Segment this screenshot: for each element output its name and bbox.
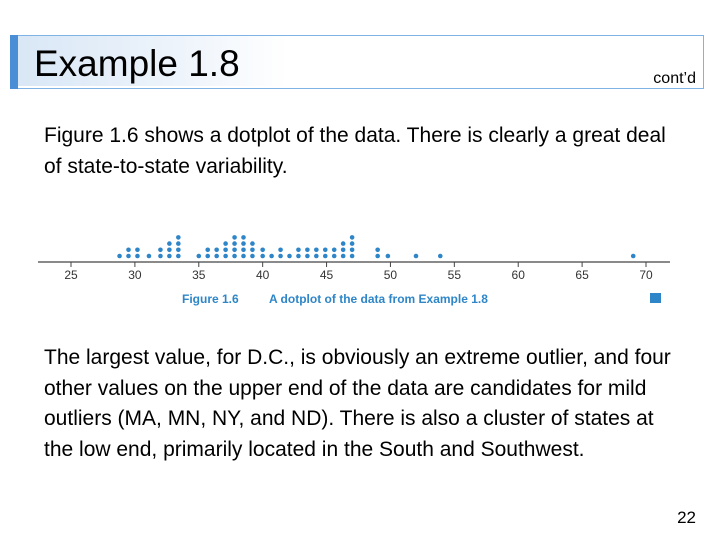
data-dot bbox=[305, 247, 310, 253]
page-number: 22 bbox=[677, 508, 696, 527]
data-dot bbox=[278, 253, 283, 259]
x-tick-label: 55 bbox=[448, 268, 462, 282]
title-accent-bar bbox=[10, 35, 18, 89]
data-dot bbox=[167, 253, 172, 259]
x-tick-label: 65 bbox=[575, 268, 589, 282]
dotplot-dots bbox=[117, 235, 636, 259]
data-dot bbox=[349, 241, 355, 246]
data-dot bbox=[241, 241, 246, 246]
x-tick-label: 35 bbox=[192, 268, 206, 282]
data-dot bbox=[126, 253, 131, 259]
x-axis-ticks: 25 30 35 40 45 50 55 60 65 70 bbox=[64, 262, 653, 282]
data-dot bbox=[340, 241, 346, 246]
data-dot bbox=[126, 247, 131, 253]
data-dot bbox=[232, 247, 237, 253]
data-dot bbox=[241, 235, 246, 240]
data-dot bbox=[241, 247, 246, 253]
data-dot bbox=[630, 253, 636, 259]
data-dot bbox=[305, 253, 310, 259]
title-frame bbox=[18, 35, 704, 89]
data-dot bbox=[278, 247, 283, 253]
data-dot bbox=[117, 253, 122, 259]
figure-caption-text: A dotplot of the data from Example 1.8 bbox=[269, 292, 488, 306]
continued-label: cont’d bbox=[653, 70, 696, 87]
data-dot bbox=[223, 241, 228, 246]
data-dot bbox=[250, 253, 255, 259]
data-dot bbox=[158, 253, 163, 259]
data-dot bbox=[241, 253, 246, 259]
data-dot bbox=[437, 253, 443, 259]
data-dot bbox=[331, 247, 337, 253]
data-dot bbox=[223, 253, 228, 259]
data-dot bbox=[349, 253, 355, 259]
data-dot bbox=[349, 247, 355, 253]
x-tick-label: 30 bbox=[128, 268, 142, 282]
x-tick-label: 25 bbox=[64, 268, 78, 282]
data-dot bbox=[196, 253, 202, 259]
data-dot bbox=[296, 253, 301, 259]
data-dot bbox=[250, 247, 255, 253]
data-dot bbox=[214, 253, 219, 259]
data-dot bbox=[176, 247, 181, 253]
data-dot bbox=[349, 235, 355, 240]
data-dot bbox=[287, 253, 292, 259]
data-dot bbox=[314, 247, 319, 253]
data-dot bbox=[205, 253, 211, 259]
data-dot bbox=[250, 241, 255, 246]
data-dot bbox=[135, 253, 140, 259]
x-tick-label: 60 bbox=[512, 268, 526, 282]
outlier-paragraph: The largest value, for D.C., is obviousl… bbox=[44, 346, 671, 461]
data-dot bbox=[214, 247, 219, 253]
x-tick-label: 45 bbox=[320, 268, 334, 282]
data-dot bbox=[260, 253, 265, 259]
data-dot bbox=[223, 247, 228, 253]
data-dot bbox=[296, 247, 301, 253]
data-dot bbox=[232, 241, 237, 246]
data-dot bbox=[232, 235, 237, 240]
data-dot bbox=[167, 241, 172, 246]
x-tick-label: 50 bbox=[384, 268, 398, 282]
data-dot bbox=[205, 247, 211, 253]
data-dot bbox=[331, 253, 337, 259]
data-dot bbox=[158, 247, 163, 253]
x-tick-label: 70 bbox=[639, 268, 653, 282]
dotplot-chart: 25 30 35 40 45 50 55 60 65 70 Figure 1.6 A dotplo… bbox=[38, 235, 670, 306]
data-dot bbox=[340, 253, 346, 259]
data-dot bbox=[375, 253, 380, 259]
data-dot bbox=[176, 241, 181, 246]
data-dot bbox=[385, 253, 391, 259]
data-dot bbox=[146, 253, 152, 259]
data-dot bbox=[176, 253, 181, 259]
data-dot bbox=[260, 247, 265, 253]
data-dot bbox=[135, 247, 140, 253]
intro-paragraph: Figure 1.6 shows a dotplot of the data. … bbox=[44, 124, 666, 178]
figure-caption-label: Figure 1.6 bbox=[182, 292, 239, 306]
data-dot bbox=[314, 253, 319, 259]
data-dot bbox=[176, 235, 181, 240]
title-background bbox=[18, 36, 288, 86]
data-dot bbox=[167, 247, 172, 253]
slide-title: Example 1.8 bbox=[34, 43, 240, 84]
data-dot bbox=[269, 253, 274, 259]
x-tick-label: 40 bbox=[256, 268, 270, 282]
data-dot bbox=[232, 253, 237, 259]
caption-end-square bbox=[650, 293, 661, 303]
data-dot bbox=[340, 247, 346, 253]
data-dot bbox=[413, 253, 419, 259]
data-dot bbox=[322, 247, 328, 253]
data-dot bbox=[375, 247, 380, 253]
data-dot bbox=[322, 253, 328, 259]
